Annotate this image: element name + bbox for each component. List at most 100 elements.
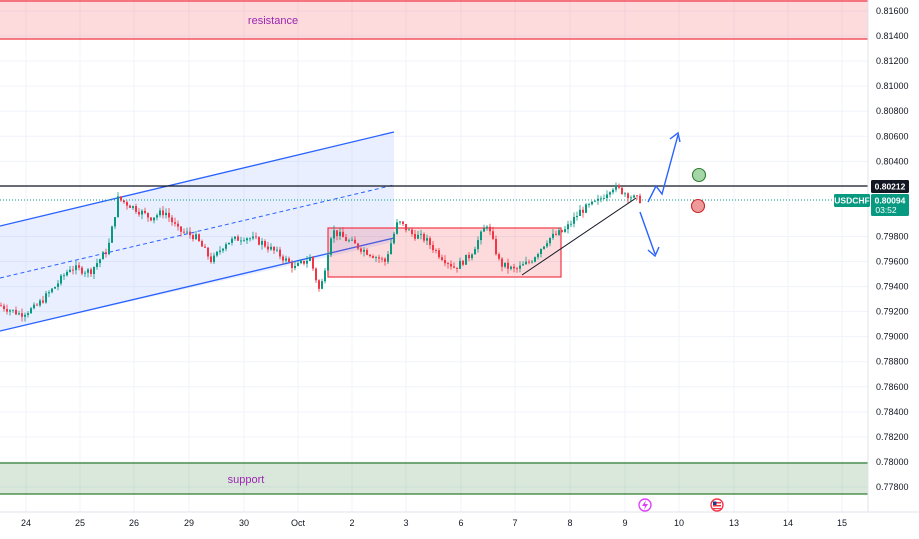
candle [270,243,272,251]
candle [474,246,476,255]
time-tick-label: 15 [837,518,847,528]
countdown-text: 03:52 [875,205,897,215]
candle [414,230,416,241]
candle [444,255,446,267]
time-tick-label: 30 [239,518,249,528]
price-axis: 0.81600 0.81400 0.81200 0.81000 0.80800 0.806… [876,6,909,492]
candle [327,251,329,272]
price-tick-label: 0.77800 [876,482,909,492]
candle [399,221,401,225]
channel-median-line [0,184,395,279]
candle [534,256,536,263]
candle [243,237,245,242]
lightning-icon[interactable] [638,498,652,512]
price-tick-label: 0.80400 [876,156,909,166]
candle [588,202,590,208]
candle [390,238,392,255]
candle [426,234,428,245]
candles [0,182,641,322]
candle [207,246,209,260]
candle [627,192,629,203]
candle [201,239,203,247]
candle [597,194,599,205]
time-tick-label: 25 [75,518,85,528]
candle [519,261,521,273]
bearish-scenario-arrow [639,211,660,258]
candle [51,287,53,294]
candle [288,256,290,263]
candle [279,246,281,260]
candle [234,236,236,241]
candle [417,230,419,240]
candle [339,227,341,240]
candle [330,236,332,257]
candle [132,205,134,210]
candle [282,254,284,265]
candle [324,268,326,284]
candle [405,223,407,233]
candle [291,260,293,273]
candle [342,227,344,238]
candle [255,232,257,240]
candle [147,212,149,222]
candle [153,217,155,224]
candle [549,237,551,247]
candle [225,242,227,252]
candle [333,225,335,243]
candle [306,256,308,268]
candle [210,252,212,264]
candle [357,242,359,251]
candle [309,254,311,262]
candle [9,308,11,316]
candle [0,302,2,307]
candle [219,246,221,255]
candle [525,256,527,265]
candle [591,201,593,206]
candle [303,260,305,266]
candle [609,191,611,198]
candle [126,200,128,210]
candle [171,215,173,226]
candle [633,194,635,199]
candle [468,252,470,262]
price-tick-label: 0.78000 [876,457,909,467]
candle [174,217,176,227]
candle [585,203,587,214]
candle [600,195,602,203]
time-tick-label: 9 [622,518,627,528]
candle [579,204,581,216]
candle [480,230,482,245]
candle [489,223,491,236]
price-tick-label: 0.79600 [876,257,909,267]
candle [471,253,473,261]
candle [24,312,26,322]
candle [462,259,464,267]
candle [144,207,146,215]
candle [246,237,248,244]
candle [522,261,524,266]
candle [189,227,191,239]
candle [39,298,41,308]
candle [240,236,242,246]
candle [15,306,17,316]
candle [336,230,338,241]
ascending-channel [0,132,394,331]
candle [213,252,215,265]
candle [177,220,179,231]
candle [630,195,632,202]
candle [123,200,125,204]
candle [249,237,251,242]
candle [567,220,569,234]
candle [3,303,5,312]
price-tick-label: 0.79400 [876,282,909,292]
candle [384,257,386,266]
price-tick-label: 0.80800 [876,106,909,116]
candle [495,235,497,256]
candle [510,265,512,271]
us-flag-icon[interactable] [710,498,724,512]
candle [165,208,167,219]
candle [573,212,575,228]
last-price-tag [871,194,909,216]
candle [159,207,161,218]
